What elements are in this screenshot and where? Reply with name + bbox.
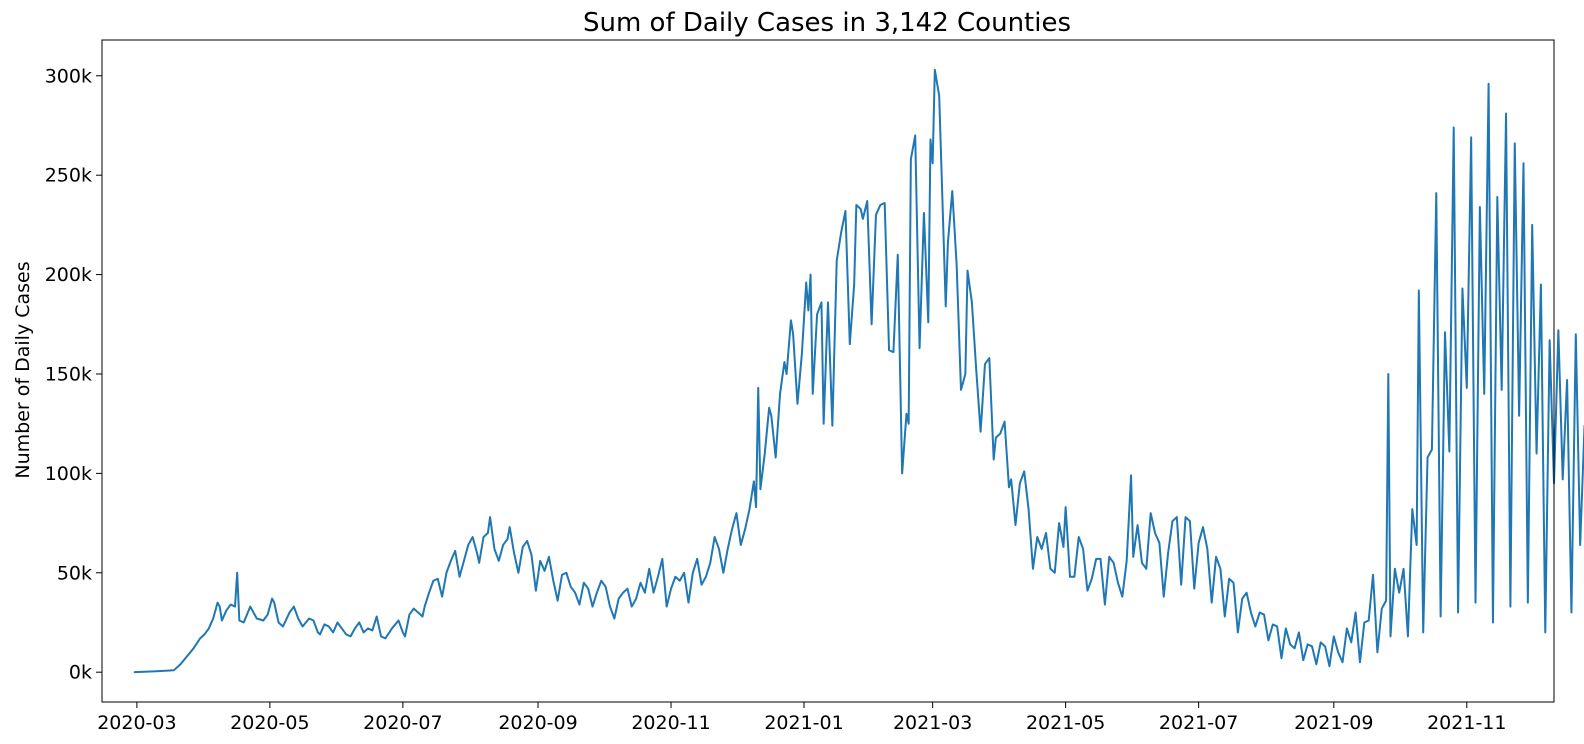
y-tick-label: 150k <box>45 363 92 385</box>
x-tick-label: 2020-03 <box>97 712 176 734</box>
x-tick-label: 2020-11 <box>631 712 710 734</box>
y-tick-label: 300k <box>45 65 92 87</box>
y-tick-label: 250k <box>45 165 92 187</box>
plot-frame <box>101 39 1555 703</box>
y-tick-label: 0k <box>69 662 92 684</box>
y-tick-label: 200k <box>45 264 92 286</box>
x-tick-label: 2021-07 <box>1159 712 1238 734</box>
x-tick-label: 2020-09 <box>498 712 577 734</box>
y-tick-label: 50k <box>57 562 92 584</box>
y-axis-label: Number of Daily Cases <box>12 261 34 478</box>
x-tick-label: 2021-09 <box>1294 712 1373 734</box>
x-tick-label: 2021-11 <box>1427 712 1506 734</box>
x-tick-label: 2021-03 <box>893 712 972 734</box>
x-tick-label: 2020-07 <box>363 712 442 734</box>
chart-title: Sum of Daily Cases in 3,142 Counties <box>583 8 1071 38</box>
plot-area: 0k 50k 100k 150k 200k 250k 300k 2020-03 2020-05 2… <box>45 65 1584 734</box>
x-tick-label: 2020-05 <box>230 712 309 734</box>
x-tick-label: 2021-01 <box>764 712 843 734</box>
y-tick-label: 100k <box>45 463 92 485</box>
x-tick-label: 2021-05 <box>1026 712 1105 734</box>
series-line <box>133 68 1584 674</box>
